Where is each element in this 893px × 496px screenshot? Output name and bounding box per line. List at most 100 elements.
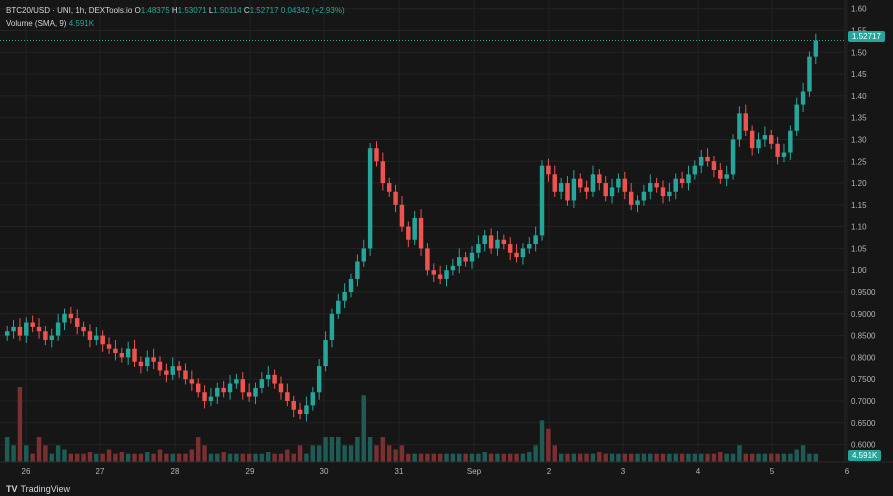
candle-body (749, 130, 755, 149)
candle-body (272, 374, 277, 384)
volume-bar (412, 453, 417, 462)
candle (425, 243, 430, 276)
x-tick-label: 30 (320, 467, 329, 476)
candle-body (164, 370, 169, 375)
volume-bar (616, 453, 621, 462)
volume-bar (450, 453, 456, 462)
candle (297, 402, 303, 420)
volume-bar (705, 453, 710, 462)
candle (578, 173, 583, 193)
candle-body (386, 183, 392, 192)
y-tick-label: 1.25 (851, 157, 867, 166)
candle (482, 230, 487, 252)
y-tick-label: 1.45 (851, 70, 867, 79)
volume-bar (393, 449, 398, 462)
price-axis[interactable]: 1.601.551.501.451.401.351.301.251.201.15… (844, 0, 876, 462)
candle-body (412, 217, 417, 240)
candle (698, 149, 704, 174)
volume-bar (679, 453, 685, 462)
volume-bar (272, 453, 277, 462)
y-tick-label: 1.15 (851, 201, 867, 210)
candle-body (36, 326, 42, 332)
candle (68, 306, 74, 324)
candle (11, 319, 16, 339)
candle (539, 160, 545, 241)
candle-body (138, 361, 144, 367)
change-value: 0.04342 (+2.93%) (280, 6, 345, 15)
candle (743, 104, 749, 136)
candle-body (775, 143, 780, 157)
candle-body (246, 392, 252, 397)
candle-body (132, 348, 137, 362)
candle-body (393, 191, 398, 205)
candle (635, 195, 640, 213)
volume-bar (597, 452, 602, 462)
candle (584, 180, 589, 200)
volume-bar (36, 437, 42, 462)
candle (514, 244, 519, 263)
x-tick-label: 2 (547, 467, 552, 476)
volume-bar (24, 445, 29, 462)
tradingview-logo-icon: TV (6, 484, 18, 494)
volume-bar (170, 453, 175, 462)
volume-bar (87, 452, 93, 462)
candle-body (584, 187, 589, 192)
candle (336, 293, 341, 320)
candle-body (406, 226, 411, 240)
candle-body (628, 191, 634, 205)
candle (724, 165, 729, 187)
candle-body (558, 183, 564, 192)
volume-bar (520, 453, 526, 462)
candle-body (692, 165, 698, 175)
volume-bar (138, 453, 144, 462)
volume-bar (756, 453, 761, 462)
volume-bar (259, 453, 265, 462)
volume-bar (660, 453, 666, 462)
volume-bar (565, 453, 570, 462)
candle-body (578, 178, 583, 188)
chart-grid (0, 0, 848, 462)
candle (355, 254, 360, 287)
candle (558, 177, 564, 200)
y-tick-label: 0.9000 (851, 310, 876, 319)
candle (138, 356, 144, 374)
candle-body (482, 235, 487, 245)
time-axis[interactable]: 26 27 28 29 30 31 Sep 2 3 4 5 6 (0, 461, 893, 476)
volume-bar (342, 445, 347, 462)
candle (316, 359, 322, 400)
candle-body (667, 191, 672, 197)
y-tick-label: 0.7000 (851, 397, 876, 406)
y-tick-label: 1.40 (851, 92, 867, 101)
tradingview-logo[interactable]: TV TradingView (6, 484, 70, 494)
candle (189, 370, 195, 391)
candle-body (539, 165, 545, 236)
volume-bar (221, 452, 226, 462)
candle (151, 348, 156, 370)
volume-bar (297, 445, 303, 462)
candle-body (469, 252, 475, 262)
volume-bar (195, 437, 201, 462)
volume-indicator-label[interactable]: Volume (SMA, 9) (6, 19, 67, 28)
candle-body (660, 187, 666, 197)
candle (654, 177, 659, 193)
volume-bar (698, 453, 704, 462)
volume-bar (711, 453, 717, 462)
candle (507, 237, 513, 261)
close-value: 1.52717 (249, 6, 279, 15)
y-tick-label: 0.8000 (851, 353, 876, 362)
volume-bar (55, 445, 61, 462)
volume-bar (145, 452, 150, 462)
y-tick-label: 0.8500 (851, 332, 876, 341)
candle (125, 341, 131, 365)
candle (495, 231, 500, 256)
candle-body (533, 235, 538, 245)
volume-bar (132, 453, 137, 462)
candle (145, 350, 150, 372)
volume-bar (4, 437, 10, 462)
volume-bar (641, 453, 647, 462)
candle-body (501, 239, 507, 245)
volume-bar (43, 445, 48, 462)
candle-body (145, 357, 150, 367)
symbol-label[interactable]: BTC20/USD · UNI, 1h, DEXTools.io (6, 6, 133, 15)
